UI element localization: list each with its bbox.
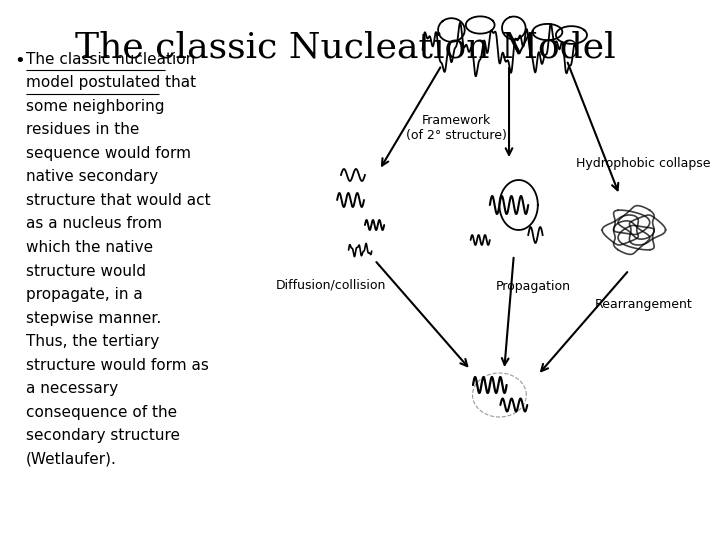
Text: Thus, the tertiary: Thus, the tertiary [26, 334, 159, 349]
Text: Hydrophobic collapse: Hydrophobic collapse [576, 157, 711, 170]
Text: •: • [14, 52, 25, 70]
Text: Framework
(of 2° structure): Framework (of 2° structure) [406, 114, 507, 142]
Text: secondary structure: secondary structure [26, 428, 180, 443]
Text: sequence would form: sequence would form [26, 146, 191, 161]
Text: which the native: which the native [26, 240, 153, 255]
Text: The classic nucleation: The classic nucleation [26, 52, 195, 67]
Text: propagate, in a: propagate, in a [26, 287, 143, 302]
Text: stepwise manner.: stepwise manner. [26, 310, 161, 326]
Text: Diffusion/collision: Diffusion/collision [276, 278, 387, 291]
Text: structure would: structure would [26, 264, 146, 279]
Text: structure that would act: structure that would act [26, 193, 210, 208]
Text: residues in the: residues in the [26, 123, 139, 138]
Text: structure would form as: structure would form as [26, 357, 209, 373]
Text: consequence of the: consequence of the [26, 404, 177, 420]
Text: as a nucleus from: as a nucleus from [26, 217, 162, 232]
Text: some neighboring: some neighboring [26, 99, 164, 114]
Text: Propagation: Propagation [495, 280, 570, 293]
Text: a necessary: a necessary [26, 381, 118, 396]
Text: model postulated that: model postulated that [26, 76, 196, 91]
Text: The classic Nucleation Model: The classic Nucleation Model [76, 30, 616, 64]
Text: native secondary: native secondary [26, 170, 158, 185]
Text: Rearrangement: Rearrangement [595, 298, 693, 311]
Text: (Wetlaufer).: (Wetlaufer). [26, 451, 117, 467]
